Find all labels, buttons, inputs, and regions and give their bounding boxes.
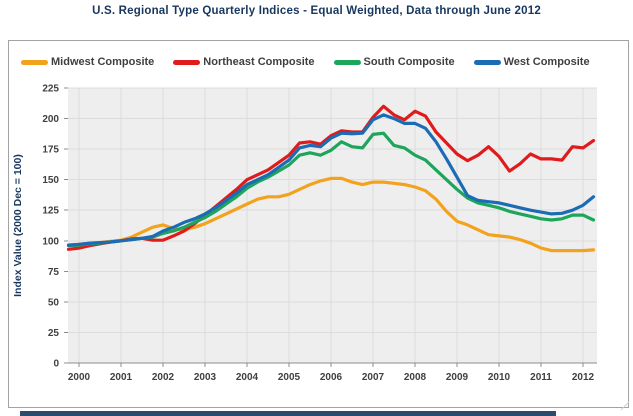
y-tick-label: 75	[48, 267, 60, 278]
x-tick-label: 2012	[572, 372, 595, 383]
y-axis-title: Index Value (2000 Dec = 100)	[12, 154, 24, 297]
x-tick-label: 2001	[110, 372, 133, 383]
plot-background	[68, 88, 597, 363]
legend: Midwest Composite Northeast Composite So…	[21, 54, 590, 70]
legend-item-south: South Composite	[333, 56, 455, 68]
x-tick-label: 2007	[362, 372, 385, 383]
legend-label-west: West Composite	[503, 56, 590, 68]
legend-label-northeast: Northeast Composite	[203, 56, 315, 68]
y-tick-label: 175	[42, 145, 59, 156]
legend-label-south: South Composite	[363, 56, 455, 68]
x-tick-label: 2006	[320, 372, 343, 383]
resize-grip-icon	[620, 401, 630, 411]
legend-label-midwest: Midwest Composite	[51, 56, 155, 68]
legend-item-northeast: Northeast Composite	[173, 56, 315, 68]
x-tick-label: 2002	[152, 372, 175, 383]
x-tick-label: 2008	[404, 372, 427, 383]
x-tick-label: 2009	[446, 372, 469, 383]
x-tick-label: 2010	[488, 372, 511, 383]
x-tick-label: 2011	[530, 372, 552, 383]
series-line-midwest-composite	[66, 176, 596, 253]
horizontal-scrollbar-thumb[interactable]	[20, 411, 556, 416]
legend-swatch-northeast-icon	[173, 59, 201, 65]
series-line-west-composite	[66, 113, 596, 247]
y-tick-label: 100	[42, 236, 59, 247]
legend-swatch-west-icon	[473, 59, 501, 65]
x-tick-label: 2005	[278, 372, 301, 383]
legend-swatch-midwest-icon	[21, 59, 48, 65]
series-line-northeast-composite	[66, 104, 596, 251]
legend-item-west: West Composite	[473, 56, 590, 68]
x-tick-label: 2000	[68, 372, 91, 383]
y-tick-label: 0	[53, 359, 59, 370]
legend-swatch-south-icon	[333, 59, 361, 65]
y-tick-label: 225	[42, 84, 59, 95]
y-tick-label: 50	[48, 297, 60, 308]
y-tick-label: 150	[42, 175, 59, 186]
y-tick-label: 200	[42, 114, 59, 125]
y-tick-label: 25	[48, 328, 60, 339]
legend-item-midwest: Midwest Composite	[21, 56, 154, 68]
x-tick-label: 2003	[194, 372, 217, 383]
y-tick-label: 125	[42, 206, 59, 217]
x-tick-label: 2004	[236, 372, 259, 383]
chart-title: U.S. Regional Type Quarterly Indices - E…	[92, 5, 541, 17]
